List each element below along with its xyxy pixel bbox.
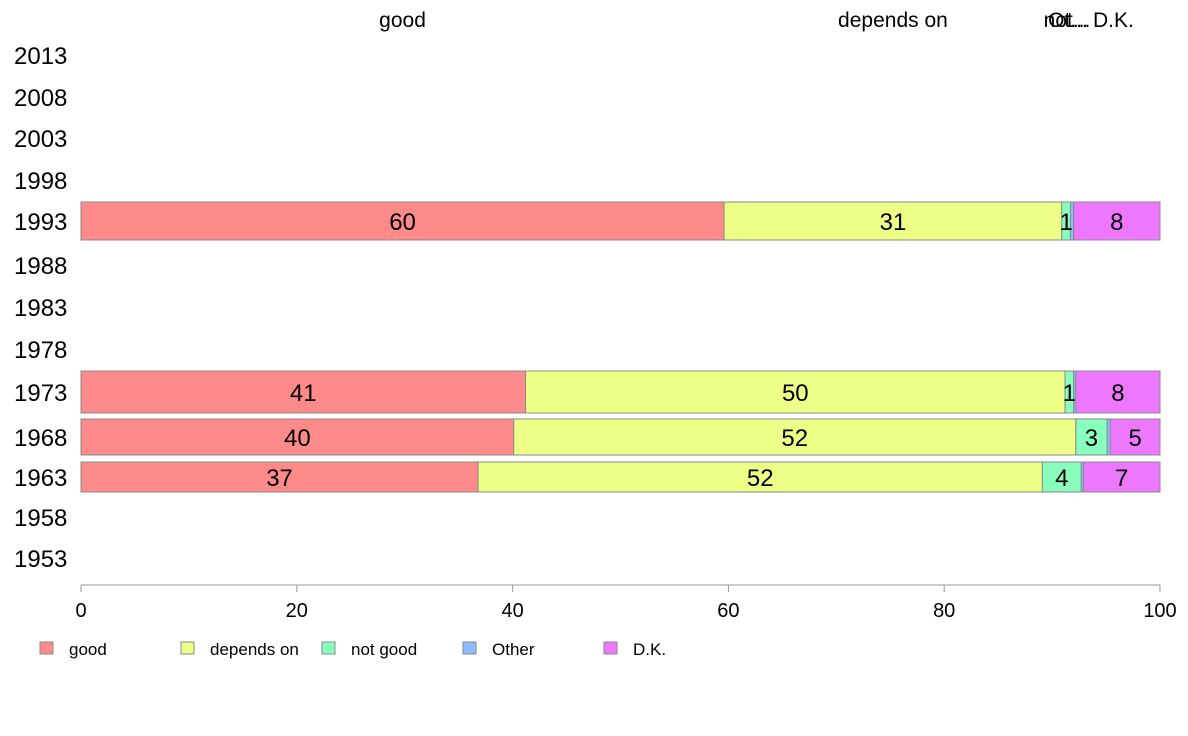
legend-swatch-good bbox=[39, 641, 54, 655]
bar-segment-1963-good bbox=[80, 461, 479, 493]
legend-label-not-good: not good bbox=[351, 640, 417, 659]
x-tick-label-0: 0 bbox=[75, 600, 86, 622]
bar-segment-1968-not-good bbox=[1075, 418, 1108, 456]
legend-label-depends-on: depends on bbox=[210, 640, 299, 659]
top-column-labels: good depends on not...Ot... D.K. bbox=[379, 9, 1134, 32]
year-label-1983: 1983 bbox=[14, 295, 67, 322]
data-label-1968-good: 40 bbox=[284, 425, 311, 452]
top-label-depends-on: depends on bbox=[838, 9, 948, 32]
bar-segment-1968-depends-on bbox=[513, 418, 1077, 456]
legend-swatch-other bbox=[462, 641, 477, 655]
top-label-good: good bbox=[379, 9, 426, 32]
year-label-1993: 1993 bbox=[14, 209, 67, 236]
legend: good depends on not good Other D.K. bbox=[39, 640, 666, 659]
top-label-not-good: not... bbox=[1044, 9, 1091, 32]
bar-segment-1993-depends-on bbox=[723, 201, 1063, 241]
x-tick-label-40: 40 bbox=[501, 600, 523, 622]
bar-segment-1993-d-k- bbox=[1073, 201, 1161, 241]
data-label-1993-depends-on: 31 bbox=[880, 209, 907, 236]
x-tick-label-80: 80 bbox=[933, 600, 955, 622]
year-label-1998: 1998 bbox=[14, 168, 67, 195]
data-label-1973-good: 41 bbox=[290, 380, 317, 407]
x-axis: 0 20 40 60 80 100 bbox=[75, 584, 1177, 622]
year-label-1973: 1973 bbox=[14, 380, 67, 407]
legend-swatch-d-k- bbox=[603, 641, 618, 655]
data-label-1968-d-k-: 5 bbox=[1129, 425, 1142, 452]
year-label-2003: 2003 bbox=[14, 126, 67, 153]
bar-segment-1963-depends-on bbox=[477, 461, 1043, 493]
year-label-1963: 1963 bbox=[14, 465, 67, 492]
top-label-dk: D.K. bbox=[1093, 9, 1134, 32]
bar-segment-1973-depends-on bbox=[525, 370, 1066, 414]
top-label-other: Ot... bbox=[1048, 9, 1088, 32]
bar-segment-1973-d-k- bbox=[1075, 370, 1161, 414]
year-label-2013: 2013 bbox=[14, 43, 67, 70]
year-label-2008: 2008 bbox=[14, 85, 67, 112]
legend-label-good: good bbox=[69, 640, 107, 659]
data-label-1963-good: 37 bbox=[266, 465, 293, 492]
year-label-1968: 1968 bbox=[14, 425, 67, 452]
data-label-1993-good: 60 bbox=[389, 209, 416, 236]
data-label-1968-not-good: 3 bbox=[1085, 425, 1098, 452]
data-label-1973-depends-on: 50 bbox=[782, 380, 809, 407]
data-label-1968-depends-on: 52 bbox=[781, 425, 808, 452]
bars-layer: 60 31 1 8 41 50 1 8 40 52 3 5 37 52 4 7 bbox=[80, 201, 1161, 493]
legend-swatch-not-good bbox=[321, 641, 336, 655]
year-label-1978: 1978 bbox=[14, 337, 67, 364]
bar-segment-1963-not-good bbox=[1041, 461, 1082, 493]
year-axis-labels: 2013 2008 2003 1998 1993 1988 1983 1978 1973 1968… bbox=[14, 43, 67, 573]
bar-segment-1968-d-k- bbox=[1109, 418, 1161, 456]
bar-segment-1973-good bbox=[80, 370, 527, 414]
data-label-1963-not-good: 4 bbox=[1055, 465, 1068, 492]
legend-swatch-depends-on bbox=[180, 641, 195, 655]
data-label-1973-d-k-: 8 bbox=[1111, 380, 1124, 407]
data-label-1963-d-k-: 7 bbox=[1115, 465, 1128, 492]
x-tick-label-60: 60 bbox=[717, 600, 739, 622]
x-tick-label-100: 100 bbox=[1143, 600, 1176, 622]
data-label-1993-d-k-: 8 bbox=[1110, 209, 1123, 236]
data-label-1993-not-good: 1 bbox=[1059, 209, 1072, 236]
legend-label-d-k-: D.K. bbox=[633, 640, 666, 659]
year-label-1953: 1953 bbox=[14, 546, 67, 573]
year-label-1958: 1958 bbox=[14, 505, 67, 532]
bar-segment-1963-d-k- bbox=[1082, 461, 1161, 493]
legend-label-other: Other bbox=[492, 640, 535, 659]
x-tick-label-20: 20 bbox=[286, 600, 308, 622]
data-label-1973-not-good: 1 bbox=[1063, 380, 1076, 407]
year-label-1988: 1988 bbox=[14, 253, 67, 280]
data-label-1963-depends-on: 52 bbox=[747, 465, 774, 492]
